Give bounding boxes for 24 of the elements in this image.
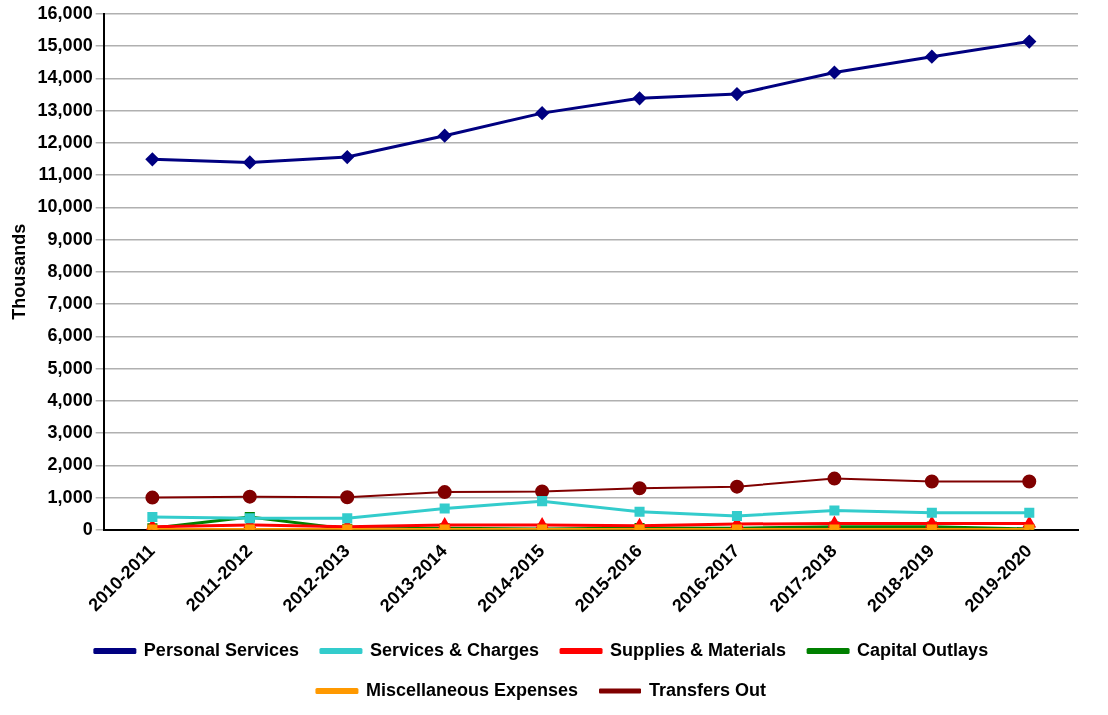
legend-label: Supplies & Materials xyxy=(610,639,787,660)
y-tick-label: 14,000 xyxy=(37,67,93,88)
y-tick-label: 13,000 xyxy=(37,99,93,120)
y-tick-label: 15,000 xyxy=(37,35,93,56)
y-tick-label: 16,000 xyxy=(37,2,93,23)
legend-label: Transfers Out xyxy=(649,679,767,700)
legend-label: Personal Services xyxy=(143,639,299,660)
legend-label: Capital Outlays xyxy=(857,639,989,660)
y-tick-label: 9,000 xyxy=(47,228,93,249)
y-tick-label: 10,000 xyxy=(37,196,93,217)
y-tick-label: 11,000 xyxy=(38,164,93,185)
y-tick-label: 8,000 xyxy=(47,260,93,281)
y-tick-label: 1,000 xyxy=(47,486,93,507)
y-tick-label: 6,000 xyxy=(47,325,93,346)
legend-label: Services & Charges xyxy=(369,639,540,660)
y-tick-label: 5,000 xyxy=(47,357,93,378)
legend-label: Miscellaneous Expenses xyxy=(365,679,579,700)
y-tick-label: 2,000 xyxy=(47,454,93,475)
y-tick-label: 12,000 xyxy=(37,131,93,152)
y-tick-label: 4,000 xyxy=(47,389,93,410)
y-tick-label: 7,000 xyxy=(47,293,93,314)
y-tick-label: 0 xyxy=(82,518,93,539)
y-axis-title: Thousands xyxy=(8,223,29,320)
y-tick-label: 3,000 xyxy=(47,422,93,443)
